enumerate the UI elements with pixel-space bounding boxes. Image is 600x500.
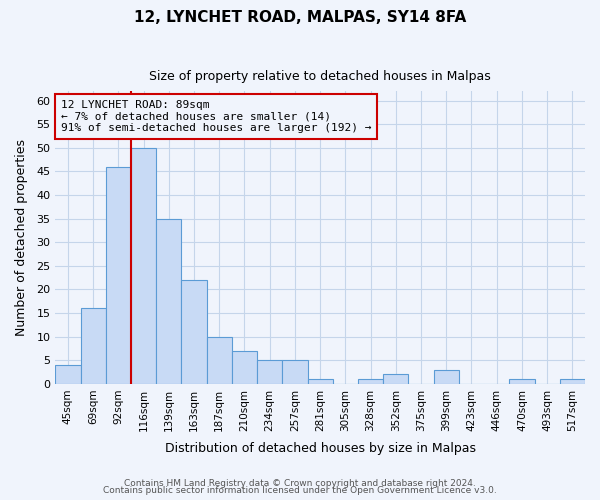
Bar <box>257 360 283 384</box>
Text: Contains HM Land Registry data © Crown copyright and database right 2024.: Contains HM Land Registry data © Crown c… <box>124 478 476 488</box>
Bar <box>358 379 383 384</box>
Bar <box>80 308 106 384</box>
Text: Contains public sector information licensed under the Open Government Licence v3: Contains public sector information licen… <box>103 486 497 495</box>
Bar <box>55 365 80 384</box>
Bar <box>560 379 585 384</box>
Bar <box>308 379 333 384</box>
Bar <box>232 351 257 384</box>
Bar <box>156 218 181 384</box>
Bar <box>181 280 206 384</box>
Bar <box>383 374 409 384</box>
X-axis label: Distribution of detached houses by size in Malpas: Distribution of detached houses by size … <box>164 442 476 455</box>
Bar <box>283 360 308 384</box>
Bar <box>509 379 535 384</box>
Bar <box>131 148 156 384</box>
Text: 12 LYNCHET ROAD: 89sqm
← 7% of detached houses are smaller (14)
91% of semi-deta: 12 LYNCHET ROAD: 89sqm ← 7% of detached … <box>61 100 371 133</box>
Y-axis label: Number of detached properties: Number of detached properties <box>15 139 28 336</box>
Bar <box>106 166 131 384</box>
Bar <box>206 336 232 384</box>
Bar <box>434 370 459 384</box>
Title: Size of property relative to detached houses in Malpas: Size of property relative to detached ho… <box>149 70 491 83</box>
Text: 12, LYNCHET ROAD, MALPAS, SY14 8FA: 12, LYNCHET ROAD, MALPAS, SY14 8FA <box>134 10 466 25</box>
